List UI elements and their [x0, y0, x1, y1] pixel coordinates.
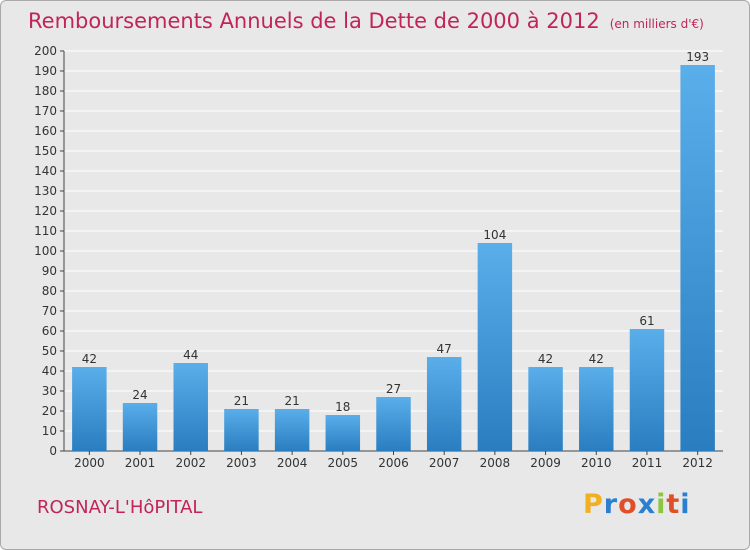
chart-title-text: Remboursements Annuels de la Dette de 20…: [28, 9, 600, 33]
data-label-2011: 61: [639, 314, 654, 328]
y-tick-label: 130: [34, 184, 57, 198]
y-tick-label: 150: [34, 144, 57, 158]
y-tick-label: 180: [34, 84, 57, 98]
logo-letter: P: [583, 489, 604, 520]
logo-letter: i: [680, 489, 691, 520]
data-label-2009: 42: [538, 352, 553, 366]
bar-2010: [579, 367, 614, 451]
bar-2012: [680, 65, 715, 451]
x-tick-label-2002: 2002: [175, 456, 206, 470]
x-tick-label-2010: 2010: [581, 456, 612, 470]
y-tick-label: 0: [49, 444, 57, 458]
logo-letter: o: [618, 489, 638, 520]
chart-unit-note: (en milliers d'€): [609, 17, 704, 31]
x-tick-label-2011: 2011: [632, 456, 663, 470]
bar-2008: [477, 243, 513, 451]
bar-2009: [528, 367, 563, 451]
data-label-2010: 42: [589, 352, 604, 366]
y-tick-label: 20: [42, 404, 57, 418]
y-tick-label: 120: [34, 204, 57, 218]
x-tick-label-2003: 2003: [226, 456, 257, 470]
y-tick-label: 50: [42, 344, 57, 358]
y-tick-label: 70: [42, 304, 57, 318]
bar-2001: [122, 403, 158, 451]
x-tick-label-2006: 2006: [378, 456, 409, 470]
bar-2000: [72, 367, 107, 451]
x-tick-label-2008: 2008: [480, 456, 511, 470]
data-label-2001: 24: [132, 388, 147, 402]
y-tick-label: 10: [42, 424, 57, 438]
chart-title: Remboursements Annuels de la Dette de 20…: [28, 9, 704, 33]
data-label-2002: 44: [183, 348, 198, 362]
y-tick-label: 60: [42, 324, 57, 338]
data-label-2008: 104: [483, 228, 506, 242]
logo-letter: r: [603, 489, 619, 520]
bar-2011: [629, 329, 665, 451]
x-tick-label-2007: 2007: [429, 456, 460, 470]
x-tick-label-2012: 2012: [682, 456, 713, 470]
y-tick-label: 100: [34, 244, 57, 258]
commune-name: ROSNAY-L'HôPITAL: [37, 497, 203, 518]
data-label-2005: 18: [335, 400, 350, 414]
data-label-2000: 42: [82, 352, 97, 366]
bar-2007: [426, 357, 462, 451]
y-tick-label: 140: [34, 164, 57, 178]
y-tick-label: 90: [42, 264, 57, 278]
x-tick-label-2005: 2005: [328, 456, 359, 470]
logo-letter: x: [637, 489, 657, 520]
data-label-2007: 47: [437, 342, 452, 356]
y-tick-label: 40: [42, 364, 57, 378]
logo-letter: i: [656, 489, 667, 520]
data-label-2012: 193: [686, 50, 709, 64]
data-label-2004: 21: [284, 394, 299, 408]
y-tick-label: 80: [42, 284, 57, 298]
x-tick-label-2001: 2001: [125, 456, 156, 470]
bar-2002: [173, 363, 208, 451]
proxiti-logo: Proxiti: [583, 489, 691, 520]
x-tick-label-2004: 2004: [277, 456, 308, 470]
bar-2005: [325, 415, 361, 451]
x-tick-label-2000: 2000: [74, 456, 105, 470]
x-tick-label-2009: 2009: [530, 456, 561, 470]
bar-2003: [224, 409, 259, 451]
bar-2006: [376, 397, 411, 451]
y-tick-label: 190: [34, 64, 57, 78]
y-tick-label: 200: [34, 44, 57, 58]
y-tick-label: 160: [34, 124, 57, 138]
data-label-2003: 21: [234, 394, 249, 408]
y-tick-label: 170: [34, 104, 57, 118]
data-label-2006: 27: [386, 382, 401, 396]
y-tick-label: 30: [42, 384, 57, 398]
logo-letter: t: [666, 489, 681, 520]
bar-2004: [274, 409, 310, 451]
y-tick-label: 110: [34, 224, 57, 238]
